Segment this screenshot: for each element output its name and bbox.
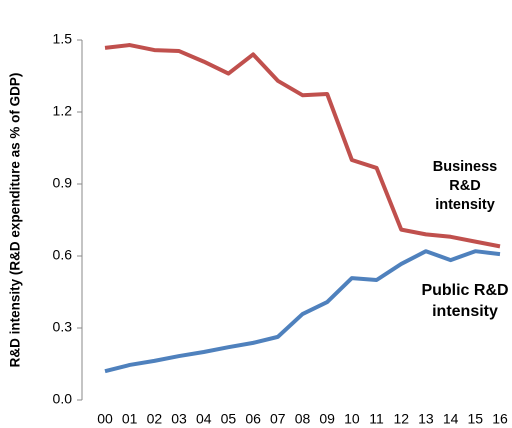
y-tick-label: 0.0	[53, 391, 73, 407]
y-tick-label: 1.2	[53, 103, 73, 119]
x-tick-label: 14	[443, 411, 459, 427]
x-tick-label: 16	[492, 411, 508, 427]
y-tick-label: 0.9	[53, 175, 73, 191]
public-label: Public R&D intensity	[421, 282, 509, 320]
x-tick-label: 03	[171, 411, 187, 427]
series-line	[104, 249, 501, 374]
x-tick-label: 11	[369, 411, 384, 427]
x-tick-label: 12	[393, 411, 409, 427]
x-tick-label: 09	[319, 411, 335, 427]
x-tick-label: 01	[122, 411, 138, 427]
y-axis-label: R&D intensity (R&D expenditure as % of G…	[8, 73, 23, 368]
x-tick-label: 06	[245, 411, 261, 427]
series-line	[104, 43, 501, 249]
x-tick-label: 07	[270, 411, 286, 427]
x-tick-label: 08	[295, 411, 311, 427]
x-tick-label: 13	[418, 411, 434, 427]
x-tick-label: 05	[221, 411, 237, 427]
y-tick-label: 0.6	[53, 247, 73, 263]
y-tick-label: 0.3	[53, 319, 73, 335]
x-tick-label: 00	[97, 411, 113, 427]
business-label: Business R&D intensity	[432, 159, 498, 213]
x-tick-label: 10	[344, 411, 360, 427]
x-tick-label: 02	[147, 411, 163, 427]
x-tick-label: 15	[468, 411, 484, 427]
x-tick-label: 04	[196, 411, 212, 427]
y-tick-label: 1.5	[53, 31, 73, 47]
